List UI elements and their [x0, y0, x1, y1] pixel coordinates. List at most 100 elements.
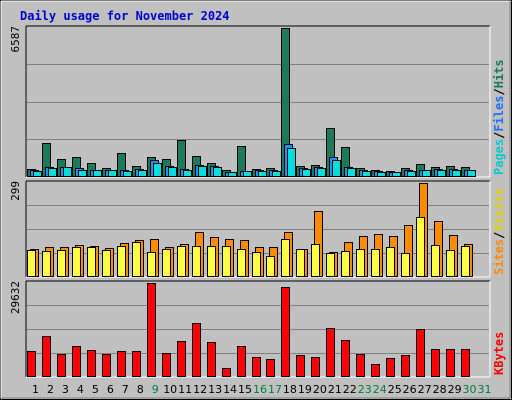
- legend-top-part-2: Files: [492, 96, 506, 132]
- legend-bottom-part-0: KBytes: [492, 332, 506, 375]
- x-tick-label-14: 14: [223, 383, 237, 396]
- bar-sites-day-10: [162, 249, 171, 277]
- bar-kbytes-day-10: [162, 353, 171, 377]
- bar-kbytes-day-24: [371, 364, 380, 377]
- x-tick-label-23: 23: [358, 383, 372, 396]
- plot-area: [26, 26, 490, 177]
- bar-kbytes-day-25: [386, 358, 395, 377]
- legend-middle-part-1: /: [492, 232, 506, 239]
- x-tick-label-18: 18: [283, 383, 297, 396]
- bar-pages-day-19: [302, 169, 311, 177]
- x-tick-label-8: 8: [137, 383, 144, 396]
- legend-middle-part-2: Visits: [492, 188, 506, 231]
- bar-kbytes-day-5: [87, 350, 96, 377]
- bar-sites-day-30: [461, 246, 470, 277]
- bar-kbytes-day-2: [42, 336, 51, 377]
- bar-pages-day-20: [317, 168, 326, 177]
- y-max-label: 6587: [9, 26, 22, 53]
- panel-visits-sites: 299 Sites/Visits: [9, 180, 506, 278]
- x-tick-label-27: 27: [418, 383, 432, 396]
- bar-sites-day-12: [192, 246, 201, 277]
- bar-sites-day-9: [147, 252, 156, 277]
- y-max-label: 29632: [9, 281, 22, 314]
- x-tick-label-3: 3: [62, 383, 69, 396]
- x-tick-label-22: 22: [343, 383, 357, 396]
- legend-bottom: KBytes: [492, 332, 506, 375]
- bar-sites-day-11: [177, 246, 186, 277]
- bar-kbytes-day-1: [27, 351, 36, 377]
- bar-pages-day-18: [287, 148, 296, 177]
- series-pages: [33, 148, 476, 177]
- bar-pages-day-30: [467, 170, 476, 177]
- bar-pages-day-2: [48, 168, 57, 177]
- bar-pages-day-5: [93, 170, 102, 177]
- bar-sites-day-16: [252, 252, 261, 277]
- series-kbytes: [27, 283, 470, 377]
- bar-kbytes-day-15: [237, 346, 246, 377]
- x-tick-label-24: 24: [373, 383, 387, 396]
- bar-pages-day-13: [213, 167, 222, 177]
- bar-sites-day-24: [371, 249, 380, 277]
- bar-sites-day-3: [57, 250, 66, 277]
- bar-kbytes-day-30: [461, 349, 470, 377]
- bar-pages-day-11: [183, 170, 192, 177]
- series-sites: [27, 217, 470, 277]
- x-tick-label-1: 1: [32, 383, 39, 396]
- bar-sites-day-7: [117, 246, 126, 277]
- bar-kbytes-day-20: [311, 357, 320, 377]
- x-tick-label-5: 5: [92, 383, 99, 396]
- bar-kbytes-day-6: [102, 354, 111, 377]
- bar-sites-day-1: [27, 250, 36, 277]
- bar-pages-day-17: [272, 171, 281, 177]
- bar-sites-day-22: [341, 251, 350, 277]
- x-tick-label-2: 2: [47, 383, 54, 396]
- bar-kbytes-day-12: [192, 323, 201, 377]
- bar-sites-day-28: [431, 245, 440, 277]
- bar-pages-day-14: [228, 172, 237, 177]
- bar-sites-day-27: [416, 217, 425, 277]
- legend-top-part-4: Hits: [492, 59, 506, 88]
- bar-pages-day-25: [392, 172, 401, 177]
- x-tick-label-13: 13: [208, 383, 222, 396]
- bar-pages-day-10: [168, 167, 177, 177]
- bar-pages-day-28: [437, 170, 446, 177]
- bar-kbytes-day-19: [296, 355, 305, 377]
- bar-kbytes-day-13: [207, 342, 216, 377]
- bar-sites-day-29: [446, 250, 455, 277]
- bar-sites-day-23: [356, 249, 365, 277]
- bar-kbytes-day-22: [341, 340, 350, 377]
- x-tick-label-11: 11: [178, 383, 192, 396]
- bar-sites-day-21: [326, 253, 335, 277]
- x-axis-labels: 1 2 3 4 5 6 7 8 9 10 11 12 13 14 15 16 17 18 19 20 21 22 23 24 2…: [32, 383, 492, 396]
- x-tick-label-31: 31: [478, 383, 492, 396]
- bar-kbytes-day-4: [72, 346, 81, 377]
- x-tick-label-26: 26: [403, 383, 417, 396]
- bar-sites-day-6: [102, 250, 111, 277]
- bar-kbytes-day-18: [281, 287, 290, 377]
- bar-pages-day-1: [33, 171, 42, 177]
- bar-sites-day-18: [281, 239, 290, 277]
- bar-pages-day-24: [377, 172, 386, 177]
- x-tick-label-6: 6: [107, 383, 114, 396]
- x-tick-label-16: 16: [253, 383, 267, 396]
- bar-kbytes-day-17: [266, 359, 275, 377]
- bar-sites-day-8: [132, 242, 141, 277]
- bar-pages-day-21: [332, 160, 341, 177]
- bar-pages-day-15: [243, 171, 252, 177]
- bar-sites-day-17: [266, 256, 275, 277]
- bar-sites-day-2: [42, 251, 51, 277]
- legend-top: Pages/Files/Hits: [492, 59, 506, 175]
- bar-kbytes-day-7: [117, 351, 126, 377]
- bar-kbytes-day-28: [431, 349, 440, 377]
- bar-kbytes-day-23: [356, 354, 365, 377]
- bar-pages-day-16: [258, 171, 267, 177]
- bar-kbytes-day-26: [401, 355, 410, 377]
- x-tick-label-7: 7: [122, 383, 129, 396]
- panel-hits-files-pages: 6587 Pages/Files/Hits: [9, 25, 506, 178]
- bar-pages-day-3: [63, 167, 72, 177]
- legend-top-part-0: Pages: [492, 139, 506, 175]
- bar-pages-day-7: [123, 171, 132, 177]
- y-max-label: 299: [9, 181, 22, 201]
